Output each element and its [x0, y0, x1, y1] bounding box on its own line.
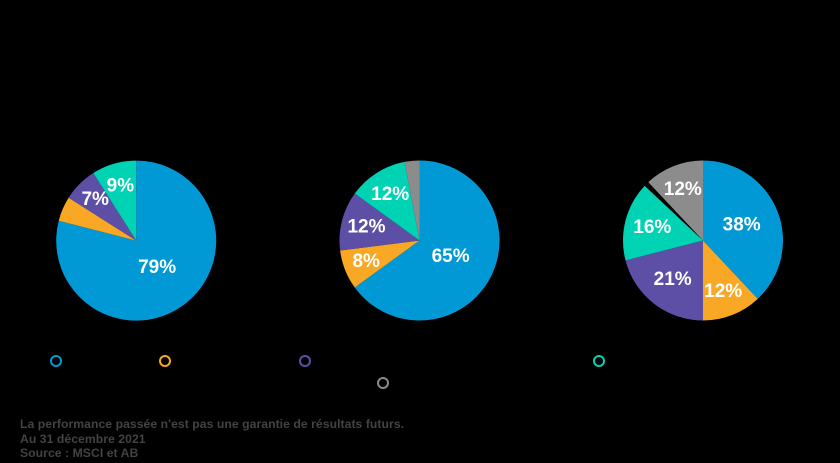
svg-text:16%: 16% [633, 217, 671, 238]
svg-text:12%: 12% [704, 281, 742, 302]
svg-text:79%: 79% [138, 257, 176, 278]
svg-text:12%: 12% [664, 179, 702, 200]
svg-text:21%: 21% [654, 269, 692, 290]
svg-text:38%: 38% [723, 215, 761, 236]
svg-text:8%: 8% [352, 251, 380, 272]
svg-text:65%: 65% [432, 246, 470, 267]
svg-text:12%: 12% [371, 184, 409, 205]
svg-text:12%: 12% [347, 216, 385, 237]
svg-text:9%: 9% [107, 176, 135, 197]
svg-text:7%: 7% [81, 189, 109, 210]
